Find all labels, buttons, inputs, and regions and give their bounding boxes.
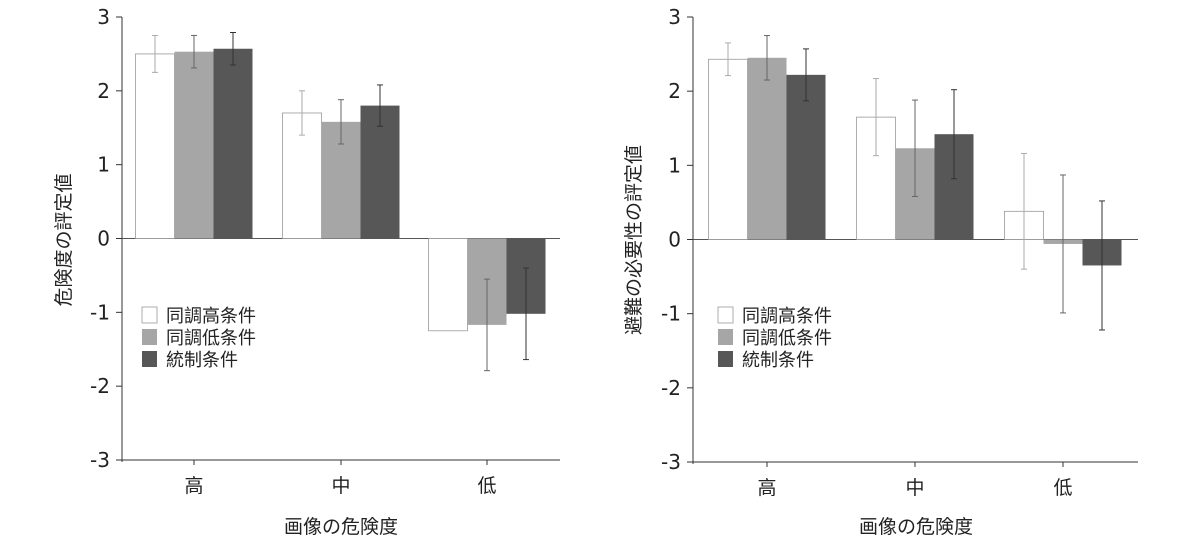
bar-同調高条件 — [282, 112, 322, 239]
y-tick-label: 0 — [668, 228, 681, 252]
y-axis-title: 危険度の評定値 — [53, 173, 75, 306]
y-tick-label: -1 — [90, 300, 110, 324]
y-tick-label: 2 — [97, 79, 110, 103]
y-tick-label: -3 — [90, 448, 110, 472]
y-axis-title: 避難の必要性の評定値 — [623, 145, 645, 335]
y-tick-label: 3 — [668, 5, 681, 29]
x-axis-title: 画像の危険度 — [284, 516, 398, 538]
x-tick-label: 中 — [331, 475, 350, 497]
x-axis-title: 画像の危険度 — [859, 516, 973, 538]
y-tick-label: -2 — [90, 374, 110, 398]
legend-swatch — [142, 329, 157, 345]
x-tick-label: 低 — [477, 475, 496, 497]
y-tick-label: 0 — [97, 227, 110, 251]
bar-同調高条件 — [708, 58, 748, 240]
legend-swatch — [718, 329, 733, 345]
legend-label: 統制条件 — [166, 350, 238, 371]
x-tick-label: 低 — [1053, 477, 1072, 499]
x-tick-label: 中 — [905, 477, 924, 499]
legend-label: 同調高条件 — [742, 306, 832, 327]
y-tick-label: -3 — [661, 450, 681, 474]
legend-swatch — [141, 306, 158, 324]
legend-swatch — [718, 351, 733, 367]
bar-同調低条件 — [747, 57, 787, 240]
y-tick-label: 1 — [97, 153, 110, 177]
legend-label: 同調低条件 — [742, 328, 832, 349]
bar-統制条件 — [360, 105, 400, 239]
bar-同調高条件 — [428, 238, 468, 332]
legend-label: 同調高条件 — [166, 306, 256, 327]
y-tick-label: -1 — [661, 302, 681, 326]
y-tick-label: 2 — [668, 79, 681, 103]
bar-統制条件 — [213, 48, 253, 239]
bar-同調低条件 — [174, 51, 214, 239]
bar-同調高条件 — [135, 53, 175, 239]
legend-swatch — [142, 351, 157, 367]
bar-同調高条件 — [856, 116, 896, 240]
y-tick-label: -2 — [661, 376, 681, 400]
x-tick-label: 高 — [184, 475, 203, 497]
legend-label: 統制条件 — [742, 350, 814, 371]
x-tick-label: 高 — [757, 477, 776, 499]
legend-label: 同調低条件 — [166, 328, 256, 349]
legend-swatch — [717, 306, 734, 324]
bar-統制条件 — [786, 74, 826, 240]
y-tick-label: 1 — [668, 153, 681, 177]
y-tick-label: 3 — [97, 5, 110, 29]
